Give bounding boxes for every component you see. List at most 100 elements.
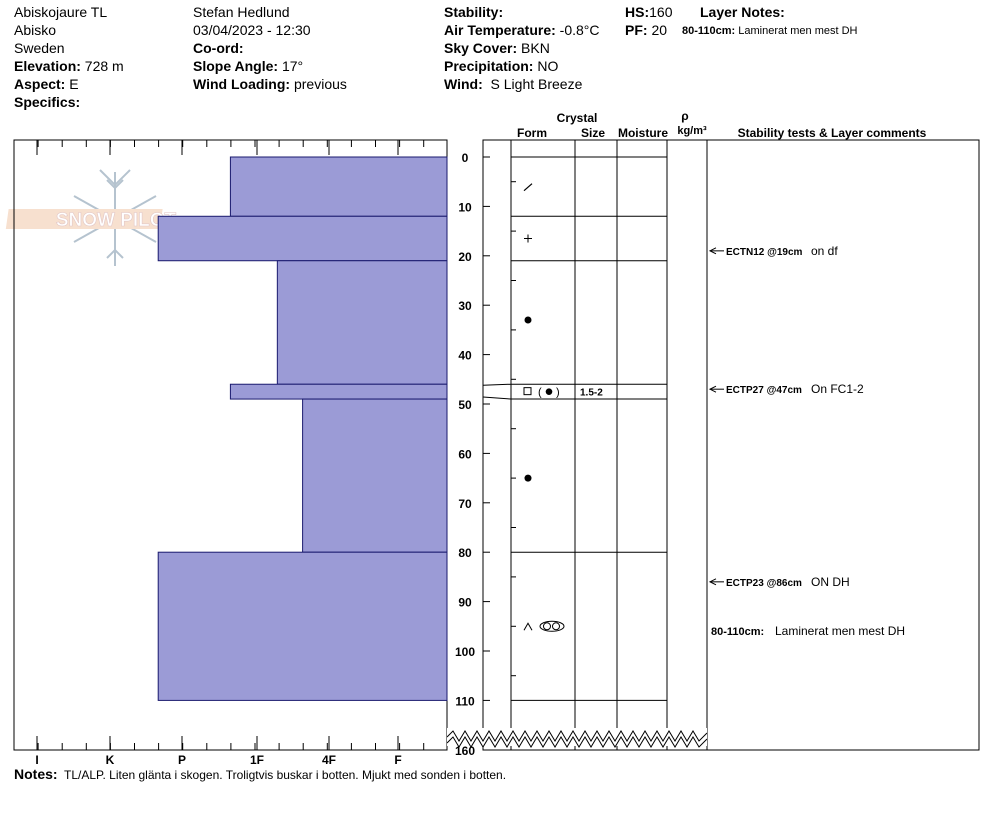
depth-tick-label: 80	[458, 546, 472, 560]
site-name: Abiskojaure TL	[14, 4, 108, 20]
aspect-label: Aspect:	[14, 76, 66, 92]
boundary-connector	[482, 383, 512, 386]
coord-label: Co-ord:	[193, 40, 244, 56]
hs-label: HS:	[625, 4, 650, 20]
arrow-left-icon	[708, 247, 717, 255]
melt-forms-icon	[539, 620, 565, 632]
stability-field: Stability:	[444, 3, 503, 21]
hs-field: HS:160	[625, 3, 672, 21]
observer-name: Stefan Hedlund	[193, 4, 290, 20]
melt-forms-icon	[552, 622, 560, 631]
country-name: Sweden	[14, 40, 65, 56]
wind-loading-value: previous	[293, 76, 347, 92]
air-temp-field: Air Temperature: -0.8°C	[444, 21, 600, 39]
hardness-tick-label-4F: 4F	[322, 753, 336, 767]
notes-text: TL/ALP. Liten glänta i skogen. Troligtvi…	[64, 768, 507, 782]
layer-table-frame	[482, 139, 980, 751]
grain-form-rounds	[524, 316, 532, 324]
facets-icon	[523, 387, 532, 396]
rho-header: ρ	[681, 109, 688, 123]
precipitation-label: Precipitation:	[444, 58, 534, 74]
snow-profile-chart: SNOW PILOT Crystal Form Size Moisture ρ …	[5, 109, 980, 767]
hs-value: 160	[649, 4, 673, 20]
paren-open-icon: (	[538, 387, 542, 399]
hardness-tick-label-F: F	[394, 753, 401, 767]
grain-size-label: 1.5-2	[580, 388, 603, 399]
specifics-field: Specifics:	[14, 93, 80, 111]
hardness-tick-label-P: P	[178, 753, 186, 767]
air-temp-label: Air Temperature:	[444, 22, 556, 38]
wind-value: S Light Breeze	[490, 76, 583, 92]
wind-loading-field: Wind Loading: previous	[193, 75, 347, 93]
layer-notes-header: Layer Notes:	[700, 3, 785, 21]
stability-test: ECTP23 @86cm ON DH	[708, 575, 850, 589]
depth-hoar-icon	[523, 622, 533, 631]
grain-forms: () 1.5-2	[523, 183, 603, 632]
depth-tick-label: 20	[458, 250, 472, 264]
layer-comment: 80-110cm: Laminerat men mest DH	[711, 624, 905, 638]
stability-tests: ECTN12 @19cm on df ECTP27 @47cm On FC1-2 ECT…	[708, 244, 905, 638]
test-code: ECTP23 @86cm	[726, 578, 802, 589]
boundary-connector	[482, 396, 512, 400]
coord-field: Co-ord:	[193, 39, 244, 57]
hardness-bars	[157, 156, 448, 701]
layer-comment-range: 80-110cm:	[711, 626, 764, 638]
slope-value: 17°	[281, 58, 304, 74]
hardness-axis: I K P 1F 4F F	[13, 140, 425, 767]
elevation-field: Elevation: 728 m	[14, 57, 124, 75]
hardness-bar-3	[276, 260, 448, 385]
sky-cover-field: Sky Cover: BKN	[444, 39, 550, 57]
crystal-header: Crystal	[557, 111, 598, 125]
hardness-tick-label-K: K	[106, 753, 115, 767]
elevation-label: Elevation:	[14, 58, 81, 74]
specifics-label: Specifics:	[14, 94, 81, 110]
form-header: Form	[517, 126, 547, 140]
depth-tick-label: 90	[458, 596, 472, 610]
depth-tick-label: 110	[455, 694, 475, 708]
layer-note-range: 80-110cm:	[682, 25, 736, 37]
wind-loading-label: Wind Loading:	[193, 76, 291, 92]
depth-tick-label: 0	[462, 151, 469, 165]
layer-notes-label: Layer Notes:	[700, 4, 785, 20]
comments-header: Stability tests & Layer comments	[738, 126, 927, 140]
size-header: Size	[581, 126, 605, 140]
test-comment: On FC1-2	[811, 382, 864, 396]
wind-label: Wind:	[444, 76, 483, 92]
grain-form-rounds	[524, 474, 532, 482]
arrow-left-icon	[708, 578, 717, 586]
test-comment: on df	[811, 244, 838, 258]
grain-form-decomposing-fragments	[523, 183, 533, 192]
test-code: ECTN12 @19cm	[726, 247, 803, 258]
grain-form-faceted-rounds: () 1.5-2	[523, 387, 603, 399]
snowpilot-logo: SNOW PILOT	[5, 169, 177, 266]
grain-form-new-snow	[524, 234, 532, 243]
hardness-tick-label-I: I	[35, 753, 38, 767]
precipitation-field: Precipitation: NO	[444, 57, 558, 75]
depth-axis: 0 10 20 30 40 50 60 70 80 90 100 110 160	[455, 151, 516, 758]
elevation-value: 728 m	[84, 58, 124, 74]
layer-note-text: Laminerat men mest DH	[738, 25, 858, 37]
pf-field: PF: 20	[625, 21, 667, 39]
rounds-icon	[524, 474, 532, 482]
test-code: ECTP27 @47cm	[726, 385, 802, 396]
rounds-icon	[545, 388, 553, 395]
depth-tick-label: 70	[458, 497, 472, 511]
depth-tick-label: 30	[458, 299, 472, 313]
notes-field: Notes: TL/ALP. Liten glänta i skogen. Tr…	[14, 766, 506, 782]
density-unit-header: kg/m³	[677, 125, 707, 137]
depth-break-marker	[446, 728, 708, 748]
decomposing-fragments-icon	[523, 183, 533, 192]
sky-cover-value: BKN	[521, 40, 550, 56]
stability-test: ECTN12 @19cm on df	[708, 244, 838, 258]
arrow-left-icon	[708, 385, 717, 393]
test-comment: ON DH	[811, 575, 850, 589]
air-temp-value: -0.8°C	[559, 22, 600, 38]
melt-forms-icon	[543, 622, 551, 631]
hardness-bar-5	[302, 398, 448, 553]
layer-boundaries	[482, 156, 667, 701]
slope-label: Slope Angle:	[193, 58, 279, 74]
wind-field: Wind: S Light Breeze	[444, 75, 582, 93]
depth-tick-label: 100	[455, 645, 475, 659]
depth-tick-label: 10	[458, 200, 472, 214]
hardness-bar-1	[229, 156, 448, 217]
